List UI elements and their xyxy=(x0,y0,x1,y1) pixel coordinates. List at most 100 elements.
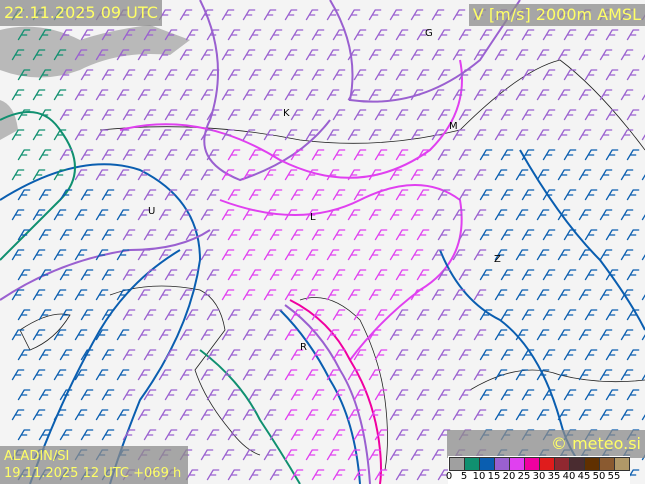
wind-barb xyxy=(263,49,277,61)
wind-barb xyxy=(158,249,172,261)
wind-barb xyxy=(515,329,529,341)
city-label: M xyxy=(449,121,458,132)
wind-barb xyxy=(542,189,556,201)
wind-barb xyxy=(326,409,340,421)
wind-barb xyxy=(80,349,94,361)
wind-barb xyxy=(227,269,241,281)
wind-barb xyxy=(374,349,388,361)
wind-barb xyxy=(158,409,172,421)
wind-barb xyxy=(116,49,130,61)
wind-barb xyxy=(221,49,235,61)
wind-barb xyxy=(620,409,634,421)
wind-barb xyxy=(221,449,235,461)
wind-barb xyxy=(305,369,319,381)
wind-barb xyxy=(185,189,199,201)
wind-barb xyxy=(584,29,598,41)
wind-barb xyxy=(116,409,130,421)
wind-barb xyxy=(479,189,493,201)
wind-barb xyxy=(242,329,256,341)
wind-barb xyxy=(263,249,277,261)
wind-barb xyxy=(479,109,493,121)
wind-barb xyxy=(179,129,193,141)
wind-barb xyxy=(326,249,340,261)
wind-barb xyxy=(332,229,346,241)
wind-barb xyxy=(515,129,529,141)
wind-barb xyxy=(605,389,619,401)
wind-barb xyxy=(620,329,634,341)
wind-barb xyxy=(53,289,67,301)
wind-barb xyxy=(185,149,199,161)
wind-barb xyxy=(542,269,556,281)
wind-barb xyxy=(284,449,298,461)
wind-barb xyxy=(395,109,409,121)
wind-barb xyxy=(584,349,598,361)
wind-barb xyxy=(410,129,424,141)
wind-barb xyxy=(269,189,283,201)
wind-barb xyxy=(179,209,193,221)
wind-barb xyxy=(59,189,73,201)
wind-barb xyxy=(59,229,73,241)
wind-barb xyxy=(290,269,304,281)
wind-barb xyxy=(263,129,277,141)
city-label: U xyxy=(148,206,156,217)
wind-barb xyxy=(122,229,136,241)
wind-barb xyxy=(578,169,592,181)
wind-barb xyxy=(95,249,109,261)
wind-barb xyxy=(353,109,367,121)
legend-label: 20 xyxy=(502,471,516,482)
wind-barb xyxy=(122,29,136,41)
wind-barb xyxy=(437,149,451,161)
wind-barb xyxy=(410,449,424,461)
wind-barb xyxy=(347,209,361,221)
wind-barb xyxy=(122,429,136,441)
wind-barb xyxy=(200,169,214,181)
wind-barb xyxy=(494,249,508,261)
wind-barb xyxy=(479,389,493,401)
wind-barb xyxy=(416,149,430,161)
wind-barb xyxy=(452,129,466,141)
wind-barb xyxy=(38,389,52,401)
wind-barb xyxy=(374,269,388,281)
wind-barb xyxy=(557,169,571,181)
wind-barb xyxy=(221,9,235,21)
wind-barb xyxy=(164,189,178,201)
wind-barb xyxy=(479,69,493,81)
wind-barb xyxy=(395,469,409,481)
wind-barb xyxy=(227,389,241,401)
wind-barb xyxy=(578,89,592,101)
wind-barb xyxy=(221,409,235,421)
city-label: L xyxy=(310,212,316,223)
wind-barb xyxy=(200,329,214,341)
wind-barb xyxy=(374,29,388,41)
wind-barb xyxy=(395,269,409,281)
wind-barb xyxy=(620,249,634,261)
wind-barb xyxy=(17,309,31,321)
wind-barb xyxy=(158,129,172,141)
wind-barb xyxy=(452,289,466,301)
wind-barb xyxy=(347,329,361,341)
wind-barb xyxy=(116,329,130,341)
wind-barb xyxy=(410,89,424,101)
wind-barb xyxy=(242,209,256,221)
wind-barb xyxy=(410,9,424,21)
wind-barb xyxy=(395,189,409,201)
wind-barb xyxy=(389,169,403,181)
wind-barb xyxy=(221,329,235,341)
wind-barb xyxy=(626,389,640,401)
wind-barb xyxy=(164,309,178,321)
legend-label: 50 xyxy=(592,471,606,482)
wind-barb xyxy=(311,189,325,201)
wind-barb xyxy=(227,469,241,481)
wind-barb xyxy=(59,429,73,441)
wind-barb xyxy=(305,169,319,181)
wind-barb xyxy=(242,409,256,421)
wind-barb xyxy=(284,369,298,381)
wind-barb xyxy=(185,429,199,441)
wind-barb xyxy=(563,349,577,361)
wind-barb xyxy=(416,109,430,121)
wind-barb xyxy=(59,149,73,161)
wind-barb xyxy=(179,49,193,61)
wind-barb xyxy=(185,389,199,401)
wind-barb xyxy=(557,289,571,301)
wind-barb xyxy=(305,129,319,141)
